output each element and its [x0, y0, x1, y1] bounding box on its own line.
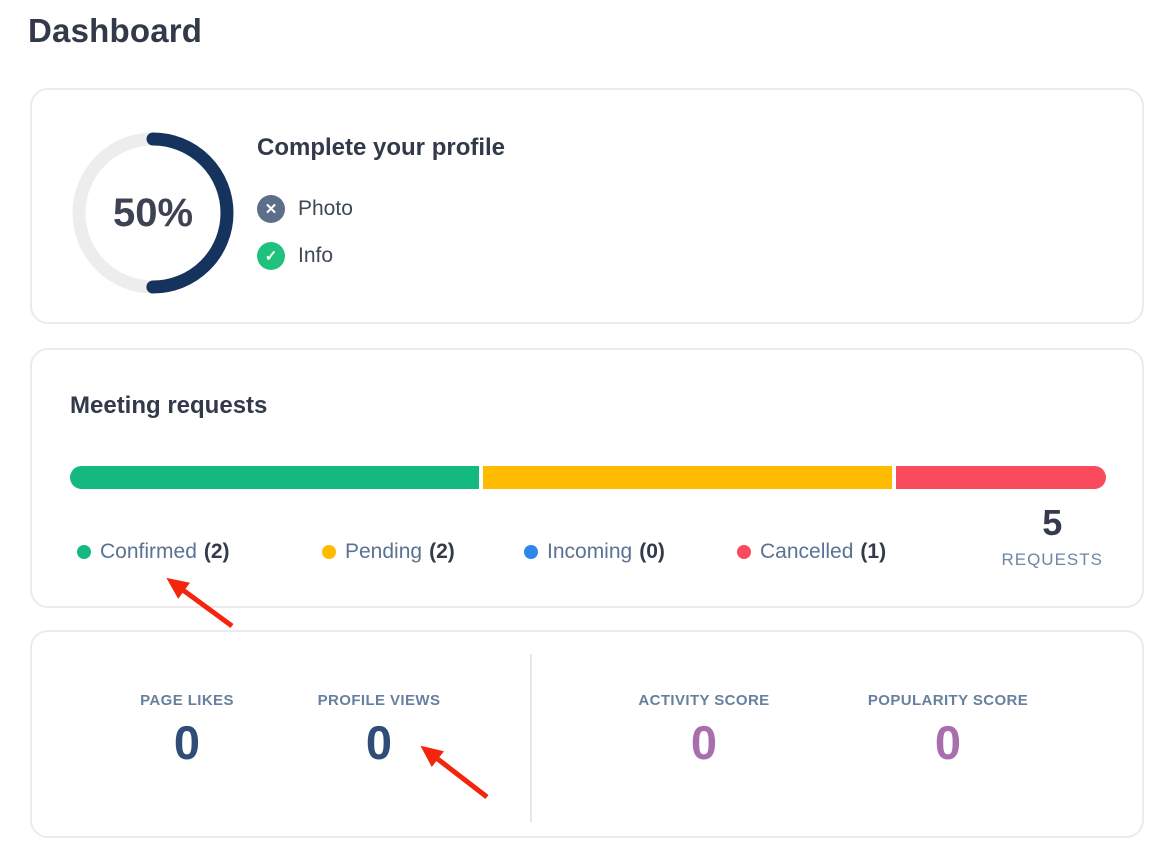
bar-segment-pending	[483, 466, 893, 489]
stat-value: 0	[934, 716, 962, 769]
legend-label: Confirmed	[100, 540, 197, 563]
progress-donut-icon	[72, 132, 234, 294]
legend-item-pending[interactable]: Pending (2)	[322, 540, 455, 564]
check-circle-icon: ✓	[257, 242, 285, 270]
stat-value: 0	[365, 716, 393, 769]
legend-count: (1)	[860, 540, 887, 563]
profile-item-label: Photo	[298, 197, 353, 220]
meeting-requests-card: Meeting requests Confirmed (2) Pending (…	[30, 348, 1144, 608]
legend-item-confirmed[interactable]: Confirmed (2)	[77, 540, 230, 564]
legend-count: (2)	[203, 540, 230, 563]
legend-count: (0)	[639, 540, 665, 563]
stat-label: PAGE LIKES	[140, 692, 234, 709]
incoming-dot-icon	[524, 545, 538, 559]
stat-profile-views: PROFILE VIEWS 0	[269, 692, 489, 766]
profile-progress-ring: 50%	[71, 131, 235, 295]
confirmed-dot-icon	[77, 545, 91, 559]
stat-label: POPULARITY SCORE	[867, 692, 1029, 709]
profile-item-label: Info	[298, 244, 334, 267]
legend-label: Pending	[345, 540, 423, 563]
cross-circle-icon: ✕	[257, 195, 285, 223]
legend-item-incoming[interactable]: Incoming (0)	[524, 540, 665, 564]
profile-item-photo[interactable]: ✕ Photo	[257, 195, 353, 223]
stat-label: ACTIVITY SCORE	[638, 692, 770, 709]
meetings-card-title: Meeting requests	[70, 392, 268, 419]
page-title: Dashboard	[28, 12, 203, 49]
meeting-requests-stacked-bar	[70, 466, 1106, 489]
profile-card-title: Complete your profile	[257, 134, 506, 161]
legend-label: Incoming	[547, 540, 633, 563]
legend-label: Cancelled	[760, 540, 854, 563]
bar-segment-cancelled	[896, 466, 1106, 489]
pending-dot-icon	[322, 545, 336, 559]
legend-count: (2)	[429, 540, 455, 563]
stat-page-likes: PAGE LIKES 0	[77, 692, 297, 766]
stats-card: PAGE LIKES 0 PROFILE VIEWS 0 ACTIVITY SC…	[30, 630, 1144, 838]
requests-total-label: REQUESTS	[1001, 550, 1103, 569]
profile-completion-card: 50% Complete your profile ✕ Photo ✓ Info	[30, 88, 1144, 324]
stat-label: PROFILE VIEWS	[317, 692, 441, 709]
progress-percent: 50%	[112, 190, 194, 235]
stats-divider	[530, 654, 532, 822]
stat-activity-score: ACTIVITY SCORE 0	[594, 692, 814, 766]
stat-popularity-score: POPULARITY SCORE 0	[838, 692, 1058, 766]
profile-item-info[interactable]: ✓ Info	[257, 242, 333, 270]
stat-value: 0	[173, 716, 201, 769]
requests-total-value: 5	[1042, 502, 1063, 543]
cancelled-dot-icon	[737, 545, 751, 559]
legend-item-cancelled[interactable]: Cancelled (1)	[737, 540, 886, 564]
bar-segment-confirmed	[70, 466, 480, 489]
stat-value: 0	[690, 716, 718, 769]
requests-total: 5 REQUESTS	[1001, 505, 1103, 570]
